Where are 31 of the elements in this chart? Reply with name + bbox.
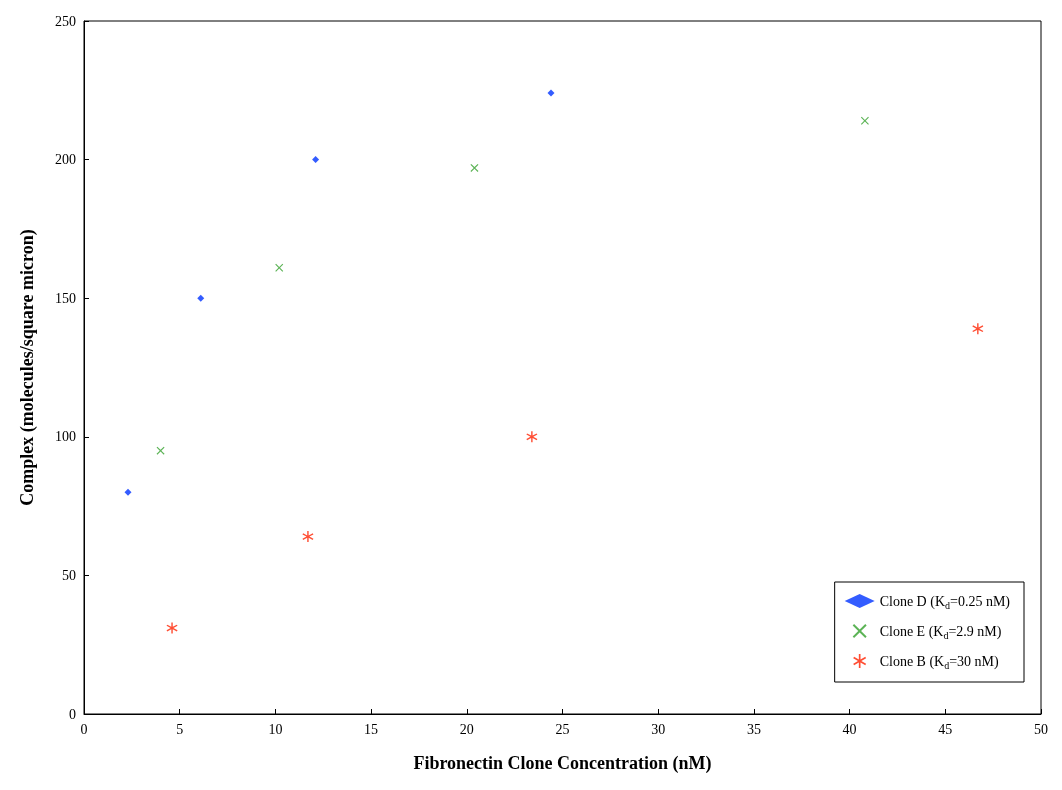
y-tick-label: 250 [55,13,76,29]
x-tick-label: 0 [80,721,88,737]
point [547,89,555,97]
x-tick-label: 20 [459,721,474,737]
x-tick-label: 35 [746,721,761,737]
point [166,622,178,634]
x-tick-label: 5 [176,721,184,737]
y-tick-label: 50 [62,567,76,583]
x-tick-label: 45 [938,721,953,737]
point [860,116,869,125]
x-tick-label: 15 [364,721,379,737]
x-tick-label: 10 [268,721,283,737]
point [972,323,984,335]
x-tick-label: 25 [555,721,570,737]
y-tick-label: 150 [55,290,76,306]
point [197,294,205,302]
point [156,446,165,455]
x-tick-label: 50 [1034,721,1048,737]
x-tick-label: 30 [651,721,666,737]
point [124,488,132,496]
x-tick-label: 40 [842,721,857,737]
y-axis-title: Complex (molecules/square micron) [17,229,38,506]
y-tick-label: 0 [69,706,76,722]
point [302,531,314,543]
point [275,263,284,272]
x-axis-title: Fibronectin Clone Concentration (nM) [413,753,712,774]
y-tick-label: 200 [55,152,76,168]
point [312,156,320,164]
point [470,163,479,172]
point [526,431,538,443]
y-tick-label: 100 [55,429,76,445]
